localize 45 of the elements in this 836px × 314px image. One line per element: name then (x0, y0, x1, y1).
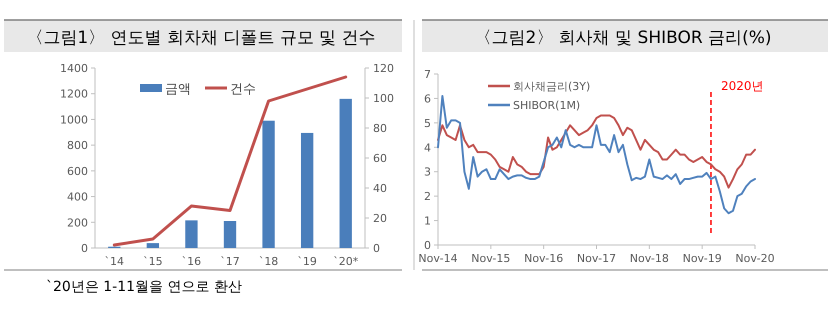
y2tick: 60 (373, 152, 387, 165)
legend-label: 회사채금리(3Y) (513, 80, 590, 93)
y2tick: 100 (373, 92, 394, 105)
y2tick: 0 (373, 242, 380, 255)
y2tick: 40 (373, 182, 387, 195)
xtick: Nov-14 (418, 252, 458, 265)
ytick: 6 (424, 92, 431, 106)
ytick: 0 (81, 242, 88, 255)
ytick: 400 (67, 190, 88, 204)
ytick: 800 (67, 139, 88, 152)
annotation: `20년은 1-11월을 연으로 환산 (46, 279, 242, 295)
ytick: 7 (424, 68, 431, 81)
ref-label: 2020년 (720, 79, 764, 93)
ytick: 1000 (60, 113, 88, 126)
y2tick: 20 (373, 212, 387, 225)
xtick: `19 (297, 255, 317, 268)
title: 〈그림2〉 회사채 및 SHIBOR 금리(%) (474, 28, 772, 48)
legend-label: 금액 (165, 82, 191, 97)
legend-label: SHIBOR(1M) (513, 99, 580, 112)
ytick: 1 (424, 214, 431, 228)
xtick: `16 (182, 255, 202, 268)
xtick: Nov-15 (471, 252, 510, 265)
ytick: 1200 (60, 88, 88, 101)
ytick: 2 (424, 190, 431, 204)
legend-label: 건수 (230, 82, 256, 97)
ytick: 600 (67, 164, 88, 178)
ytick: 0 (424, 239, 431, 252)
xtick: Nov-19 (682, 252, 722, 265)
ytick: 4 (424, 141, 431, 154)
y2tick: 120 (373, 62, 394, 75)
y2tick: 80 (373, 122, 387, 135)
xtick: `15 (143, 255, 163, 268)
ytick: 200 (67, 216, 88, 230)
xtick: Nov-16 (524, 252, 564, 265)
ytick: 1400 (60, 62, 88, 75)
ytick: 5 (424, 116, 431, 130)
ytick: 3 (424, 166, 431, 179)
xtick: Nov-20 (735, 252, 775, 265)
xtick: Nov-18 (630, 252, 669, 265)
xtick: `18 (258, 255, 278, 268)
title: 〈그림1〉 연도별 회차채 디폴트 규모 및 건수 (26, 28, 376, 48)
xtick: Nov-17 (576, 252, 616, 265)
xtick: `14 (104, 255, 124, 268)
xtick: `20* (333, 255, 358, 268)
xtick: `17 (220, 255, 240, 268)
